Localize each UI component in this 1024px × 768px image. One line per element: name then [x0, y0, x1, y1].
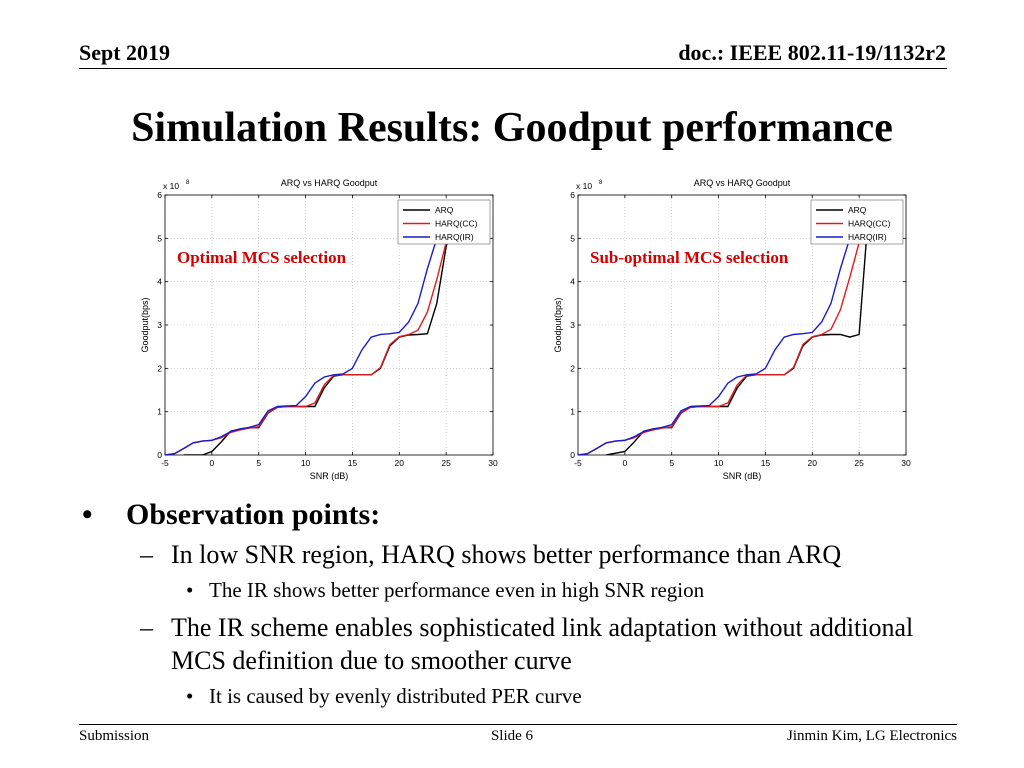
- bullet-sub-2-text: The IR scheme enables sophisticated link…: [171, 613, 914, 675]
- legend-label: ARQ: [848, 205, 867, 215]
- header-divider: [79, 68, 947, 69]
- bullet-sub-1-1: • The IR shows better performance even in…: [82, 575, 962, 605]
- footer-slide-number: Slide 6: [490, 728, 534, 744]
- x-axis-label: SNR (dB): [310, 471, 349, 481]
- y-tick-label: 0: [570, 450, 575, 460]
- legend-label: ARQ: [435, 205, 454, 215]
- bullet-dot-icon: •: [186, 684, 194, 708]
- x-tick-label: 30: [901, 458, 911, 468]
- legend-label: HARQ(CC): [848, 219, 891, 229]
- y-tick-label: 4: [157, 277, 162, 287]
- legend-label: HARQ(CC): [435, 219, 478, 229]
- footer-divider: [79, 724, 957, 725]
- header-doc-id: doc.: IEEE 802.11-19/1132r2: [678, 40, 946, 65]
- observation-list: • Observation points: – In low SNR region,…: [82, 498, 962, 711]
- series-line-harq-ir-: [578, 211, 874, 455]
- bullet-sub-2-1: • It is caused by evenly distributed PER …: [82, 681, 962, 711]
- bullet-sub-1-1-text: The IR shows better performance even in …: [209, 578, 705, 602]
- legend-label: HARQ(IR): [435, 232, 474, 242]
- bullet-dot-icon: •: [82, 498, 93, 531]
- y-tick-label: 3: [157, 320, 162, 330]
- chart-annotation: Optimal MCS selection: [177, 248, 347, 267]
- x-tick-label: 15: [761, 458, 771, 468]
- dash-icon: –: [140, 613, 153, 642]
- x-tick-label: 25: [854, 458, 864, 468]
- y-tick-label: 3: [570, 320, 575, 330]
- y-exponent: x 10: [576, 181, 592, 191]
- x-tick-label: 30: [488, 458, 498, 468]
- bullet-sub-1-text: In low SNR region, HARQ shows better per…: [171, 540, 842, 569]
- x-axis-label: SNR (dB): [723, 471, 762, 481]
- series-line-harq-ir-: [165, 211, 461, 455]
- y-exponent-power: 8: [186, 180, 190, 186]
- footer-submission: Submission: [79, 728, 150, 744]
- y-tick-label: 5: [157, 233, 162, 243]
- y-tick-label: 6: [570, 190, 575, 200]
- bullet-sub-2: – The IR scheme enables sophisticated lin…: [82, 611, 962, 677]
- x-tick-label: 0: [209, 458, 214, 468]
- chart-title: ARQ vs HARQ Goodput: [694, 178, 791, 188]
- y-tick-label: 2: [157, 363, 162, 373]
- dash-icon: –: [140, 540, 153, 569]
- y-tick-label: 6: [157, 190, 162, 200]
- slide-title: Simulation Results: Goodput performance: [131, 105, 893, 151]
- y-tick-label: 1: [157, 407, 162, 417]
- x-tick-label: 20: [395, 458, 405, 468]
- x-tick-label: 20: [808, 458, 818, 468]
- y-tick-label: 5: [570, 233, 575, 243]
- bullet-sub-1: – In low SNR region, HARQ shows better pe…: [82, 538, 962, 571]
- x-tick-label: 25: [441, 458, 451, 468]
- chart-title: ARQ vs HARQ Goodput: [281, 178, 378, 188]
- header-date: Sept 2019: [79, 40, 171, 65]
- y-tick-label: 4: [570, 277, 575, 287]
- x-tick-label: 5: [256, 458, 261, 468]
- legend-label: HARQ(IR): [848, 232, 887, 242]
- x-tick-label: 10: [301, 458, 311, 468]
- x-tick-label: 5: [669, 458, 674, 468]
- x-tick-label: 0: [622, 458, 627, 468]
- x-tick-label: 10: [714, 458, 724, 468]
- y-exponent-power: 8: [599, 180, 603, 186]
- y-tick-label: 0: [157, 450, 162, 460]
- chart-annotation: Sub-optimal MCS selection: [590, 248, 789, 267]
- y-axis-label: Goodput(bps): [140, 297, 150, 352]
- bullet-main-text: Observation points:: [126, 498, 381, 531]
- y-exponent: x 10: [163, 181, 179, 191]
- footer-author: Jinmin Kim, LG Electronics: [787, 728, 957, 744]
- y-tick-label: 2: [570, 363, 575, 373]
- bullet-main: • Observation points:: [82, 498, 962, 532]
- x-tick-label: -5: [161, 458, 169, 468]
- y-axis-label: Goodput(bps): [553, 297, 563, 352]
- bullet-sub-2-1-text: It is caused by evenly distributed PER c…: [209, 684, 582, 708]
- x-tick-label: -5: [574, 458, 582, 468]
- y-tick-label: 1: [570, 407, 575, 417]
- bullet-dot-icon: •: [186, 578, 194, 602]
- x-tick-label: 15: [348, 458, 358, 468]
